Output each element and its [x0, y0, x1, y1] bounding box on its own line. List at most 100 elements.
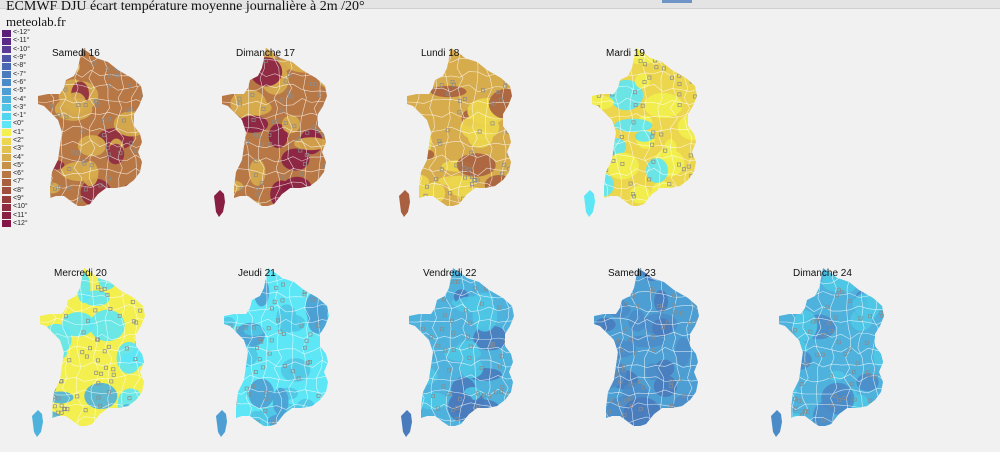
corsica-map [584, 190, 595, 217]
legend-swatch [2, 29, 11, 37]
browser-top-strip [0, 0, 1000, 9]
legend-label: <10° [13, 203, 28, 211]
legend-item: <-10° [2, 46, 30, 54]
map-day-label: Mardi 19 [606, 48, 645, 59]
legend-swatch [2, 112, 11, 120]
legend-swatch [2, 129, 11, 137]
map-day-label: Dimanche 17 [236, 48, 295, 59]
legend-label: <9° [13, 195, 24, 203]
toolbar-tab[interactable] [662, 0, 692, 3]
source-label: meteolab.fr [6, 14, 66, 29]
legend-item: <-3° [2, 104, 30, 112]
legend-item: <9° [2, 195, 30, 203]
legend-swatch [2, 145, 11, 153]
legend-item: <-9° [2, 54, 30, 62]
day-map: Vendredi 22 [401, 268, 514, 437]
corsica-map [32, 410, 43, 437]
legend-label: <5° [13, 161, 24, 169]
legend-item: <-5° [2, 87, 30, 95]
legend-swatch [2, 46, 11, 54]
legend-item: <2° [2, 137, 30, 145]
legend-swatch [2, 212, 11, 220]
legend-label: <6° [13, 170, 24, 178]
legend-label: <3° [13, 145, 24, 153]
legend-label: <12° [13, 219, 28, 227]
legend-label: <-3° [13, 103, 27, 111]
legend-swatch [2, 96, 11, 104]
legend-label: <-8° [13, 62, 27, 70]
corsica-map [399, 190, 410, 217]
legend-item: <-4° [2, 95, 30, 104]
legend-label: <7° [13, 178, 24, 186]
legend-item: <11° [2, 212, 30, 220]
page-title: ECMWF DJU écart température moyenne jour… [6, 0, 365, 14]
map-day-label: Vendredi 22 [423, 268, 477, 279]
legend-item: <1° [2, 129, 30, 137]
legend-item: <-12° [2, 29, 30, 37]
legend-item: <-7° [2, 70, 30, 79]
map-day-label: Samedi 16 [52, 48, 100, 59]
corsica-map [214, 190, 225, 217]
day-map: Dimanche 17 [214, 48, 327, 217]
legend-item: <7° [2, 178, 30, 186]
legend-swatch [2, 220, 11, 228]
legend-label: <1° [13, 128, 24, 136]
legend-swatch [2, 104, 11, 112]
legend-swatch [2, 87, 11, 95]
legend-swatch [2, 71, 11, 79]
day-map: Samedi 16 [38, 48, 143, 206]
legend-item: <10° [2, 203, 30, 211]
corsica-map [216, 410, 227, 437]
legend-swatch [2, 54, 11, 62]
legend-label: <2° [13, 137, 24, 144]
legend-label: <8° [13, 186, 24, 194]
legend-label: <-12° [13, 29, 31, 37]
legend-item: <0° [2, 120, 30, 128]
map-day-label: Dimanche 24 [793, 268, 852, 279]
legend-swatch [2, 37, 11, 45]
day-map: Mardi 19 [584, 48, 697, 217]
legend-swatch [2, 79, 11, 87]
legend-label: <-9° [13, 54, 27, 62]
map-day-label: Jeudi 21 [238, 268, 276, 279]
map-day-label: Samedi 23 [608, 268, 656, 279]
legend-item: <6° [2, 170, 30, 178]
legend-item: <8° [2, 187, 30, 195]
legend-label: <0° [13, 120, 24, 128]
color-legend: <-12° <-11° <-10° <-9° <-8° <-7° <-6° <-5° <-4° <… [2, 29, 30, 228]
legend-swatch [2, 178, 11, 186]
legend-swatch [2, 187, 11, 195]
legend-item: <3° [2, 145, 30, 153]
corsica-map [401, 410, 412, 437]
legend-label: <-1° [13, 112, 27, 120]
legend-label: <-11° [13, 37, 30, 45]
day-map: Mercredi 20 [32, 268, 145, 437]
legend-label: <-10° [13, 45, 31, 53]
legend-label: <11° [13, 211, 28, 219]
legend-swatch [2, 195, 11, 203]
legend-item: <4° [2, 153, 30, 162]
legend-label: <-7° [13, 70, 27, 78]
legend-swatch [2, 62, 11, 70]
legend-label: <4° [13, 153, 24, 161]
legend-item: <12° [2, 220, 30, 228]
legend-swatch [2, 120, 11, 128]
legend-item: <-11° [2, 37, 30, 45]
legend-item: <-8° [2, 62, 30, 70]
corsica-map [771, 410, 782, 437]
legend-swatch [2, 154, 11, 162]
legend-swatch [2, 162, 11, 170]
legend-item: <5° [2, 162, 30, 170]
legend-item: <-1° [2, 112, 30, 120]
france-map [40, 268, 145, 426]
legend-label: <-4° [13, 95, 27, 103]
legend-label: <-5° [13, 87, 27, 95]
day-map: Jeudi 21 [216, 268, 329, 437]
map-day-label: Lundi 18 [421, 48, 460, 59]
legend-swatch [2, 170, 11, 178]
legend-item: <-6° [2, 79, 30, 87]
legend-label: <-6° [13, 78, 27, 86]
day-map: Dimanche 24 [771, 268, 884, 437]
day-map: Samedi 23 [594, 268, 699, 426]
